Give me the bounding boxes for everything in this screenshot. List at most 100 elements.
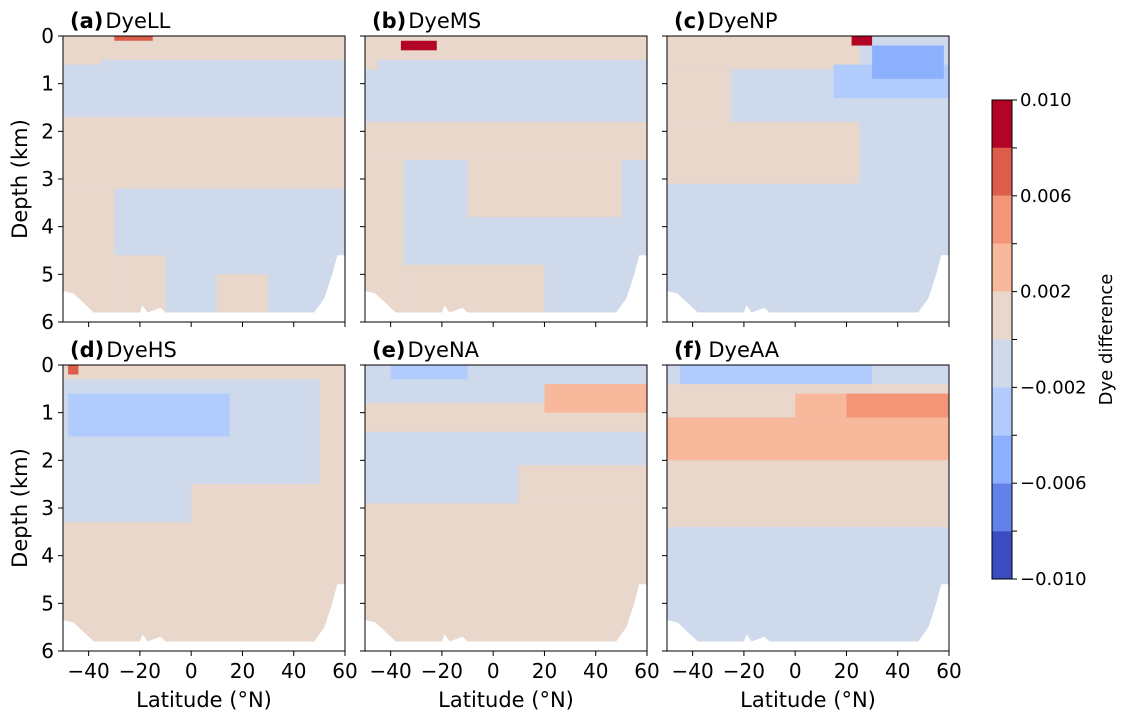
seafloor-mask (63, 584, 345, 651)
field-f (667, 365, 949, 651)
panel-a: 0 1 2 3 4 5 6 Depth (km) (a)DyeLL (8, 9, 346, 334)
y-tick-label: 6 (41, 639, 54, 663)
x-tick-label: −40 (672, 659, 714, 683)
panel-title: (a)DyeLL (70, 9, 171, 33)
panel-name: DyeNA (407, 338, 479, 362)
x-tick-label: 0 (487, 659, 500, 683)
x-tick-label: 60 (332, 659, 357, 683)
seafloor-mask (667, 584, 949, 651)
panel-name: DyeHS (106, 338, 177, 362)
contour-region-1 (667, 417, 949, 461)
colorbar-label: Dye difference (1096, 274, 1117, 406)
colorbar-segment (992, 435, 1012, 484)
x-tick-label: 20 (532, 659, 557, 683)
colorbar-segment (992, 483, 1012, 532)
panel-tag: (a) (70, 9, 103, 33)
contour-region-3 (191, 484, 345, 642)
y-tick-label: 2 (41, 448, 54, 472)
contour-region-1 (377, 59, 647, 122)
colorbar-tick-label: 0.010 (1020, 90, 1072, 111)
contour-region-2 (544, 384, 647, 413)
contour-region-5 (390, 365, 468, 380)
y-tick-label: 5 (41, 591, 54, 615)
y-tick-label: 3 (41, 496, 54, 520)
panel-name: DyeLL (105, 9, 170, 33)
seafloor-mask (365, 255, 647, 322)
contour-region-5 (216, 274, 269, 313)
y-tick-label: 5 (41, 262, 54, 286)
colorbar-tick-label: 0.002 (1020, 282, 1072, 303)
x-axis-label: Latitude (°N) (438, 688, 574, 712)
x-tick-label: 20 (230, 659, 255, 683)
field-e (365, 365, 647, 651)
y-axis-label: Depth (km) (8, 448, 32, 568)
x-axis-label: Latitude (°N) (740, 688, 876, 712)
contour-region-2 (63, 536, 140, 642)
y-tick-label: 4 (41, 544, 54, 568)
x-tick-label: 0 (789, 659, 802, 683)
colorbar-tick-label: −0.010 (1020, 569, 1087, 590)
y-tick-label: 1 (41, 72, 54, 96)
panel-title: (c)DyeNP (674, 9, 778, 33)
contour-region-5 (851, 36, 873, 46)
contour-region-5 (403, 264, 545, 313)
colorbar: −0.010 −0.006 −0.002 0.002 0.006 0.010 Dye dif… (991, 90, 1117, 590)
contour-region-2 (63, 117, 345, 189)
x-tick-label: 60 (634, 659, 659, 683)
colorbar-segment (992, 531, 1012, 579)
x-tick-label: 60 (936, 659, 961, 683)
seafloor-mask (667, 255, 949, 322)
panel-b: (b)DyeMS (360, 9, 648, 327)
colorbar-segment (992, 291, 1012, 340)
field-c (667, 36, 949, 322)
colorbar-segment (992, 195, 1012, 244)
panel-tag: (c) (674, 9, 706, 33)
colorbar-segment (992, 387, 1012, 436)
colorbar-tick-label: 0.006 (1020, 186, 1072, 207)
y-tick-label: 0 (41, 353, 54, 377)
y-tick-label: 3 (41, 167, 54, 191)
panel-tag: (d) (70, 338, 104, 362)
seafloor-mask (63, 255, 345, 322)
panel-title: (d)DyeHS (70, 338, 177, 362)
y-axis-label: Depth (km) (8, 119, 32, 239)
contour-region-3 (846, 393, 949, 418)
y-tick-label: 2 (41, 119, 54, 143)
field-b (365, 36, 647, 322)
x-tick-label: 40 (281, 659, 306, 683)
y-tick-label: 1 (41, 401, 54, 425)
contour-region-3 (365, 159, 404, 313)
panel-c: (c)DyeNP (662, 9, 950, 327)
seafloor-mask (365, 584, 647, 651)
colorbar-segment (992, 100, 1012, 148)
field-d (63, 365, 345, 651)
panel-d: −40 −20 0 20 40 60 0 1 2 3 4 5 6 Latitude (°N) Depth (… (8, 338, 358, 712)
x-tick-label: −20 (723, 659, 765, 683)
x-tick-label: −20 (119, 659, 161, 683)
panel-e: −40 −20 0 20 40 60 Latitude (°N) (e)DyeNA (360, 338, 660, 712)
x-tick-label: −20 (421, 659, 463, 683)
x-tick-label: 20 (834, 659, 859, 683)
contour-region-2 (365, 121, 647, 160)
colorbar-tick-label: −0.006 (1020, 473, 1087, 494)
panel-name: DyeAA (708, 338, 779, 362)
panel-name: DyeMS (408, 9, 481, 33)
contour-region-1 (101, 59, 345, 118)
x-tick-label: 0 (185, 659, 198, 683)
colorbar-segment (992, 339, 1012, 388)
panel-title: (b)DyeMS (372, 9, 481, 33)
panel-tag: (b) (372, 9, 406, 33)
colorbar-segment (992, 243, 1012, 292)
panel-f: −40 −20 0 20 40 60 Latitude (°N) (f) DyeAA (662, 338, 962, 712)
x-tick-label: 40 (583, 659, 608, 683)
field-a (63, 36, 345, 322)
contour-region-4 (872, 45, 944, 79)
contour-region-3 (63, 188, 115, 313)
colorbar-segment (992, 147, 1012, 196)
contour-region-4 (467, 159, 622, 218)
colorbar-tick-label: −0.002 (1020, 377, 1087, 398)
panel-title: (f) DyeAA (674, 338, 780, 362)
contour-region-4 (518, 465, 647, 504)
